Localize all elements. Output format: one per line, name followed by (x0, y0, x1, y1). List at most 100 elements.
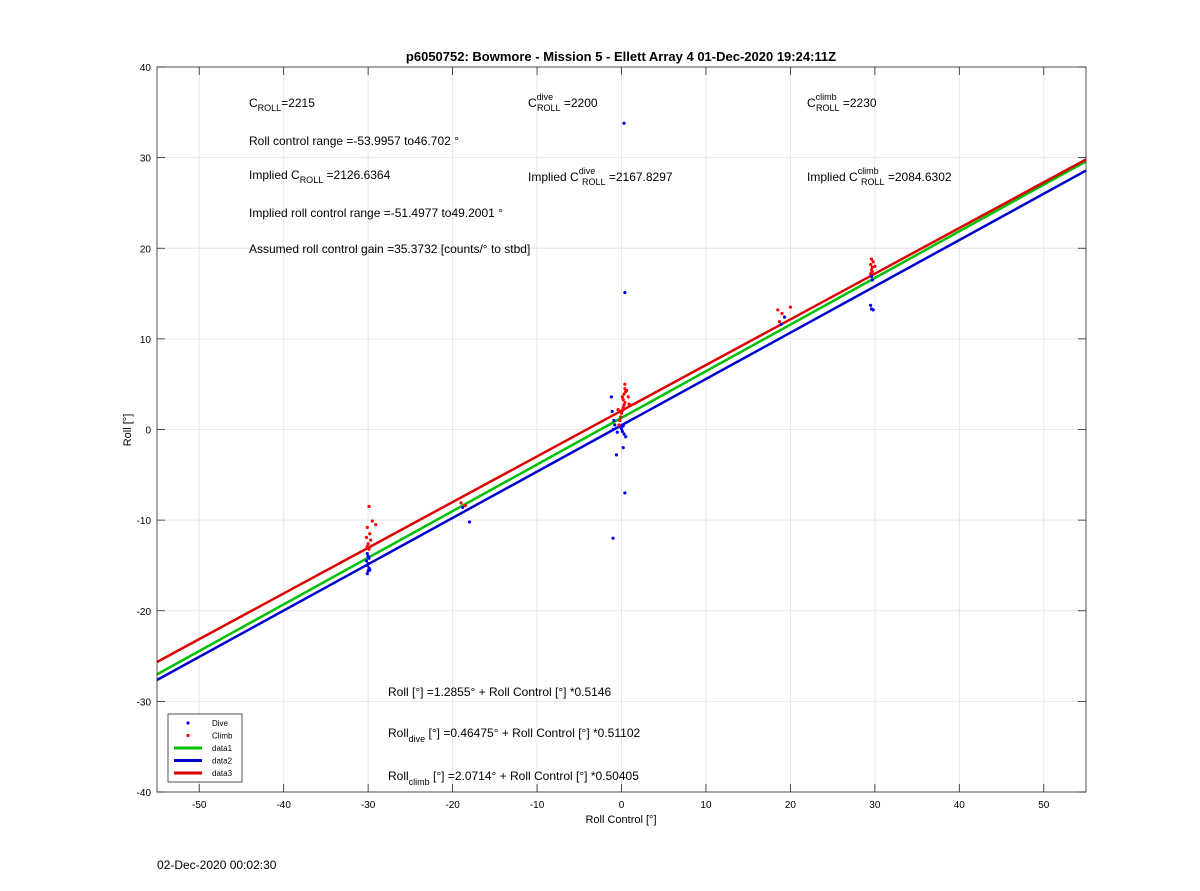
axis-ticks: -50 -40 -30 -20 -10 0 10 20 30 40 50 -40 -30 -20 -10 0 1… (137, 63, 1086, 811)
point-climb (370, 519, 374, 523)
implied-roll-control-range: Implied roll control range =-51.4977 to4… (249, 206, 503, 220)
point-climb (369, 538, 373, 542)
x-tick-label: 50 (1038, 800, 1050, 811)
point-dive (611, 536, 615, 540)
x-tick-label: 10 (700, 800, 712, 811)
x-tick-label: -30 (361, 800, 376, 811)
point-climb (619, 415, 623, 419)
point-dive (622, 121, 626, 125)
point-climb (780, 311, 784, 316)
point-dive (870, 278, 874, 282)
point-dive (366, 562, 370, 566)
point-dive (871, 308, 875, 312)
c-roll-annotation: CROLL=2215 (249, 96, 315, 113)
point-dive (624, 435, 628, 439)
point-dive (611, 427, 615, 432)
plot-frame (156, 66, 1087, 793)
x-tick-label: 20 (785, 800, 797, 811)
point-dive (615, 430, 619, 434)
point-climb (621, 406, 625, 410)
y-tick-label: 40 (140, 63, 152, 74)
legend-label-data1: data1 (212, 744, 233, 753)
point-dive (366, 554, 370, 558)
point-dive (613, 423, 617, 427)
point-climb (459, 501, 463, 505)
point-climb (620, 395, 624, 399)
point-dive (869, 274, 874, 278)
point-climb (777, 320, 782, 324)
legend: Dive Climb data1 data2 data3 (167, 713, 243, 783)
point-climb (623, 382, 627, 386)
point-climb (788, 305, 793, 309)
point-climb (368, 532, 372, 536)
point-climb (616, 407, 620, 412)
point-climb (621, 397, 625, 402)
point-dive (609, 395, 613, 399)
point-climb (617, 423, 621, 427)
point-climb (623, 400, 627, 404)
fit-equation-climb: Rollclimb [°] =2.0714° + Roll Control [°… (388, 769, 639, 787)
point-climb (871, 260, 875, 264)
y-tick-label: -30 (137, 697, 152, 708)
x-tick-label: 40 (954, 800, 966, 811)
point-dive (368, 568, 372, 572)
point-climb (870, 265, 874, 269)
legend-label-data2: data2 (212, 757, 233, 766)
y-tick-label: -40 (137, 788, 152, 799)
point-dive (621, 446, 625, 450)
data-points (364, 121, 877, 576)
point-dive (621, 424, 625, 428)
y-tick-label: 20 (140, 244, 152, 255)
point-climb (622, 403, 626, 407)
point-dive (620, 429, 624, 433)
point-climb (374, 523, 378, 527)
fit-line-data2 (156, 169, 1087, 682)
point-dive (612, 418, 616, 423)
point-climb (624, 388, 629, 393)
point-climb (627, 402, 631, 406)
point-climb (622, 392, 626, 396)
point-dive (623, 491, 627, 495)
x-tick-label: -50 (192, 800, 207, 811)
point-dive (619, 426, 624, 431)
point-climb (873, 264, 877, 268)
point-dive (461, 505, 465, 510)
x-tick-label: -10 (530, 800, 545, 811)
fit-equation-dive: Rolldive [°] =0.46475° + Roll Control [°… (388, 726, 640, 744)
x-tick-label: -40 (276, 800, 291, 811)
y-tick-label: -20 (137, 607, 152, 618)
point-climb (365, 525, 369, 529)
c-roll-dive-annotation: Cdive ROLL =2200 (528, 92, 598, 113)
point-climb (869, 262, 873, 267)
point-dive (622, 432, 626, 436)
point-dive (467, 520, 472, 524)
x-tick-label: -20 (445, 800, 460, 811)
y-axis-label: Roll [°] (122, 414, 134, 447)
chart-title: p6050752: Bowmore - Mission 5 - Ellett A… (406, 49, 836, 64)
point-dive (365, 552, 369, 556)
point-climb (618, 418, 622, 423)
fit-equation-all: Roll [°] =1.2855° + Roll Control [°] *0.… (388, 685, 612, 699)
point-dive (614, 453, 619, 457)
point-climb (364, 535, 369, 539)
y-tick-label: 10 (140, 335, 152, 346)
x-tick-label: 0 (619, 800, 625, 811)
point-climb (869, 257, 874, 261)
point-dive (610, 409, 614, 413)
point-dive (623, 291, 627, 295)
legend-marker-climb (186, 733, 190, 738)
legend-label-climb: Climb (212, 732, 233, 741)
footer-timestamp: 02-Dec-2020 00:02:30 (157, 858, 277, 872)
point-climb (776, 308, 780, 312)
point-dive (782, 315, 787, 319)
c-roll-climb-annotation: Cclimb ROLL =2230 (807, 92, 877, 113)
point-climb (365, 544, 369, 549)
annotations: CROLL=2215 Cdive ROLL =2200 Cclimb ROLL =2… (249, 92, 952, 787)
point-dive (365, 571, 369, 576)
legend-label-dive: Dive (212, 719, 229, 728)
implied-c-roll-climb: Implied Cclimb ROLL =2084.6302 (807, 166, 952, 187)
point-climb (619, 411, 624, 415)
point-climb (366, 542, 370, 546)
point-dive (779, 322, 783, 326)
